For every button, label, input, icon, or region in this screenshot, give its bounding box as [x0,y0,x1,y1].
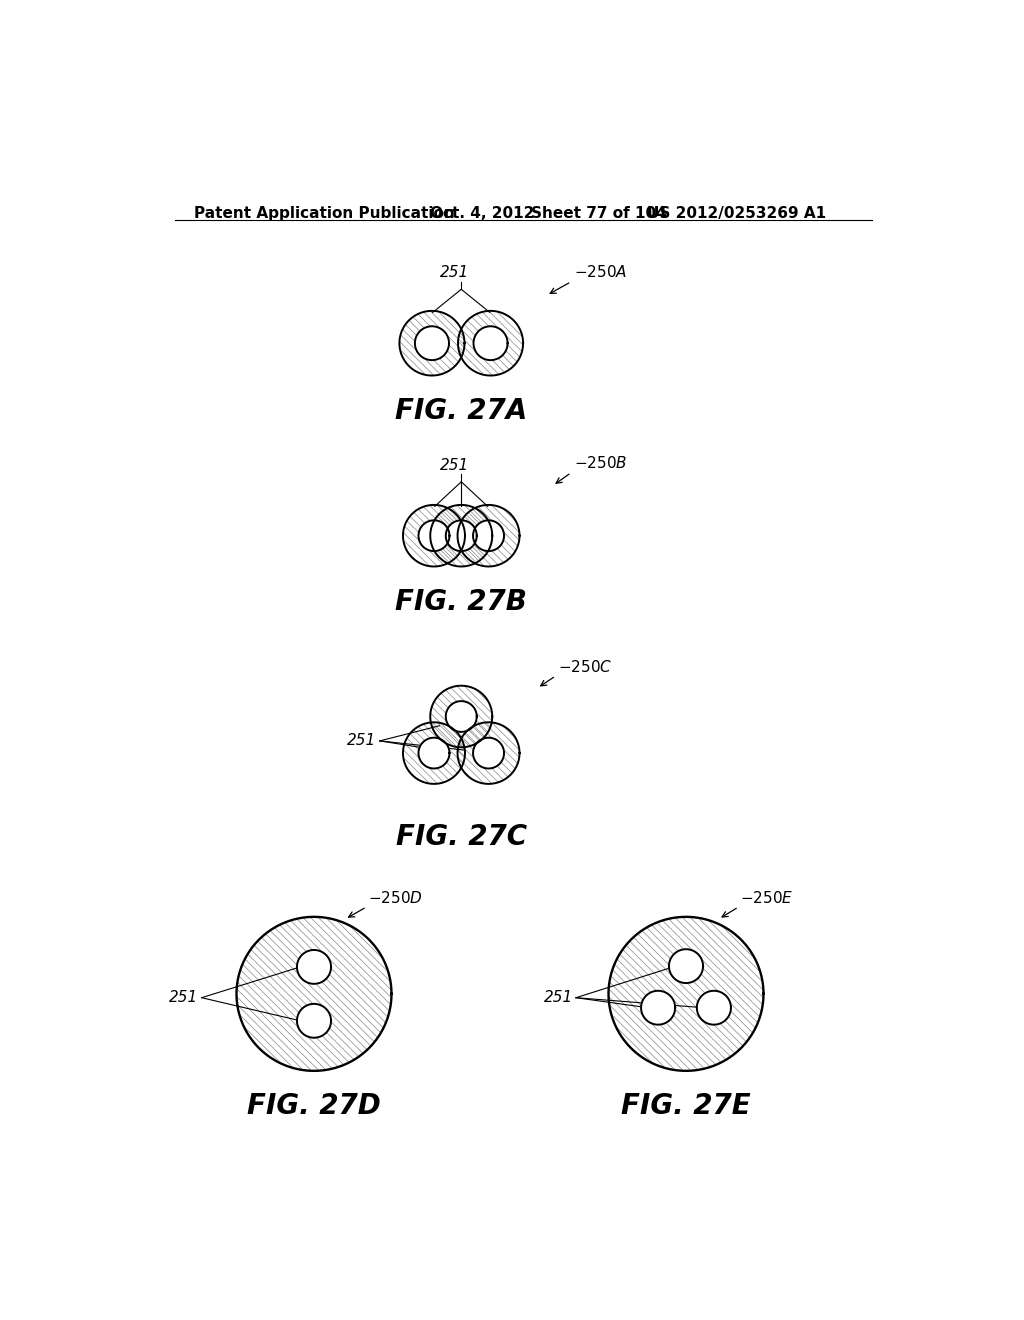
Text: Oct. 4, 2012: Oct. 4, 2012 [430,206,535,222]
Text: 251: 251 [169,990,199,1006]
Circle shape [473,520,504,552]
Circle shape [473,326,508,360]
Circle shape [403,506,465,566]
Text: 251: 251 [544,990,572,1006]
Text: $\mathit{-250D}$: $\mathit{-250D}$ [369,890,423,906]
Circle shape [458,722,519,784]
Text: $\mathit{-250A}$: $\mathit{-250A}$ [573,264,627,280]
Circle shape [237,917,391,1071]
Circle shape [399,312,465,376]
Text: FIG. 27D: FIG. 27D [247,1093,381,1121]
Text: Patent Application Publication: Patent Application Publication [194,206,455,222]
Circle shape [419,738,450,768]
Text: US 2012/0253269 A1: US 2012/0253269 A1 [647,206,826,222]
Circle shape [415,326,449,360]
Text: FIG. 27B: FIG. 27B [395,589,527,616]
Circle shape [297,950,331,983]
Circle shape [430,685,493,747]
Text: 251: 251 [440,265,470,280]
Circle shape [697,991,731,1024]
Circle shape [473,738,504,768]
Circle shape [608,917,764,1071]
Circle shape [445,701,477,731]
Circle shape [669,949,703,983]
Circle shape [458,506,519,566]
Text: FIG. 27E: FIG. 27E [622,1093,751,1121]
Text: Sheet 77 of 104: Sheet 77 of 104 [531,206,667,222]
Text: FIG. 27C: FIG. 27C [395,824,526,851]
Text: 251: 251 [440,458,470,473]
Circle shape [430,506,493,566]
Circle shape [403,722,465,784]
Circle shape [445,520,477,552]
Circle shape [458,312,523,376]
Text: FIG. 27A: FIG. 27A [395,397,527,425]
Text: 251: 251 [347,734,377,748]
Text: $\mathit{-250C}$: $\mathit{-250C}$ [558,659,612,675]
Circle shape [419,520,450,552]
Text: $\mathit{-250B}$: $\mathit{-250B}$ [573,454,627,470]
Text: $\mathit{-250E}$: $\mathit{-250E}$ [740,890,794,906]
Circle shape [641,991,675,1024]
Circle shape [297,1003,331,1038]
